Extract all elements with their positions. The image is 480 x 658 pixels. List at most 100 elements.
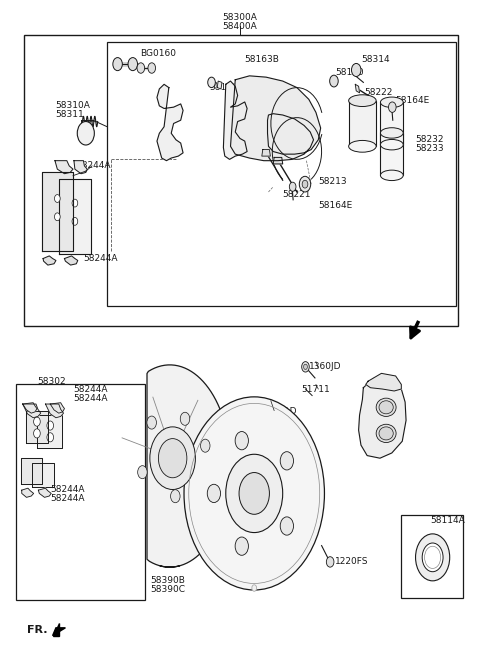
- Text: 58244A: 58244A: [50, 485, 85, 494]
- Text: 58114A: 58114A: [431, 516, 466, 524]
- Circle shape: [351, 63, 361, 76]
- Circle shape: [137, 63, 144, 73]
- Text: 58164E: 58164E: [396, 96, 430, 105]
- Text: 1360JD: 1360JD: [309, 363, 341, 371]
- Polygon shape: [157, 84, 183, 161]
- Circle shape: [235, 537, 249, 555]
- Polygon shape: [22, 488, 34, 497]
- Text: 58244A: 58244A: [73, 384, 108, 393]
- Bar: [348, 101, 376, 146]
- Text: 58221: 58221: [283, 190, 311, 199]
- Polygon shape: [366, 373, 401, 391]
- Bar: [381, 133, 403, 175]
- Circle shape: [239, 472, 269, 515]
- Bar: [16, 384, 145, 599]
- Polygon shape: [262, 149, 270, 156]
- Ellipse shape: [379, 427, 393, 440]
- Polygon shape: [223, 81, 247, 159]
- Circle shape: [280, 451, 293, 470]
- Ellipse shape: [348, 140, 376, 152]
- Circle shape: [422, 543, 443, 572]
- Text: 58390B: 58390B: [150, 576, 185, 585]
- Polygon shape: [50, 403, 64, 413]
- Circle shape: [388, 102, 396, 113]
- Ellipse shape: [376, 398, 396, 417]
- Bar: [381, 102, 403, 145]
- Circle shape: [201, 439, 210, 452]
- Circle shape: [235, 432, 249, 450]
- Ellipse shape: [376, 424, 396, 443]
- Circle shape: [147, 416, 156, 429]
- Text: 58244A: 58244A: [73, 393, 108, 403]
- Circle shape: [55, 213, 60, 220]
- Text: 58120: 58120: [335, 68, 363, 77]
- Circle shape: [77, 122, 95, 145]
- Text: 58311: 58311: [55, 111, 84, 120]
- Text: 1220FS: 1220FS: [335, 557, 368, 567]
- Polygon shape: [21, 458, 42, 484]
- Circle shape: [300, 176, 311, 192]
- Text: 58244A: 58244A: [76, 161, 111, 170]
- Text: 58411D: 58411D: [261, 407, 297, 417]
- Polygon shape: [43, 256, 56, 265]
- Text: 58244A: 58244A: [50, 494, 85, 503]
- Text: 58300A: 58300A: [223, 13, 257, 22]
- Circle shape: [416, 534, 450, 581]
- Circle shape: [72, 217, 78, 225]
- Circle shape: [158, 439, 187, 478]
- Circle shape: [113, 58, 122, 70]
- Circle shape: [128, 58, 137, 70]
- Circle shape: [148, 63, 156, 73]
- Polygon shape: [230, 76, 321, 161]
- Circle shape: [47, 421, 54, 430]
- Text: 58164E: 58164E: [318, 201, 352, 209]
- Polygon shape: [55, 161, 73, 174]
- Polygon shape: [53, 622, 59, 636]
- Circle shape: [207, 484, 220, 503]
- Polygon shape: [74, 161, 87, 174]
- Polygon shape: [32, 463, 54, 487]
- Circle shape: [303, 365, 307, 369]
- Ellipse shape: [252, 585, 257, 592]
- Bar: [401, 515, 463, 598]
- Polygon shape: [147, 365, 230, 567]
- Text: 58314: 58314: [361, 55, 390, 64]
- Circle shape: [72, 199, 78, 207]
- Polygon shape: [42, 172, 73, 251]
- Circle shape: [34, 417, 40, 426]
- Circle shape: [170, 490, 180, 503]
- Circle shape: [289, 182, 296, 191]
- Circle shape: [280, 517, 293, 535]
- Circle shape: [226, 454, 283, 532]
- Bar: [107, 42, 456, 306]
- Polygon shape: [273, 157, 283, 164]
- Polygon shape: [38, 488, 51, 497]
- Text: 51711: 51711: [301, 385, 330, 394]
- Circle shape: [150, 427, 195, 490]
- Ellipse shape: [381, 139, 403, 150]
- Circle shape: [34, 429, 40, 438]
- Polygon shape: [359, 378, 406, 458]
- Text: 58400A: 58400A: [223, 22, 257, 32]
- Ellipse shape: [381, 97, 403, 107]
- Polygon shape: [25, 411, 48, 443]
- Text: 58222: 58222: [364, 88, 393, 97]
- Polygon shape: [59, 179, 91, 254]
- Text: 58213: 58213: [318, 177, 347, 186]
- Circle shape: [302, 180, 308, 188]
- Text: 58125: 58125: [209, 83, 238, 92]
- Text: 58163B: 58163B: [245, 55, 280, 64]
- Circle shape: [330, 75, 338, 87]
- Circle shape: [180, 413, 190, 425]
- Circle shape: [138, 466, 147, 479]
- Ellipse shape: [381, 128, 403, 138]
- Ellipse shape: [348, 95, 376, 107]
- Polygon shape: [64, 256, 78, 265]
- Text: FR.: FR.: [27, 626, 48, 636]
- Circle shape: [184, 397, 324, 590]
- Polygon shape: [37, 415, 62, 447]
- Circle shape: [301, 362, 309, 372]
- Ellipse shape: [381, 170, 403, 180]
- Polygon shape: [355, 84, 360, 93]
- Text: 58244A: 58244A: [84, 254, 118, 263]
